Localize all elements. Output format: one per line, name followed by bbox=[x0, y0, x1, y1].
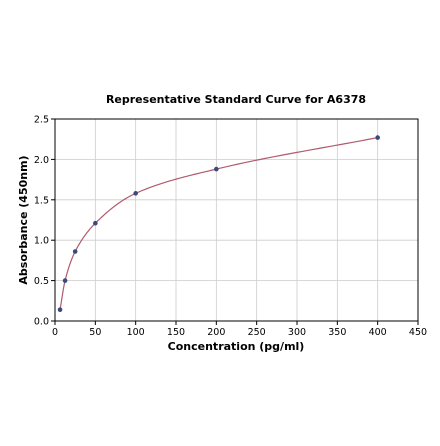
fit-curve bbox=[59, 136, 378, 310]
x-tick-label: 400 bbox=[369, 327, 387, 338]
y-tick-label: 1.5 bbox=[34, 195, 49, 206]
axes bbox=[51, 118, 419, 325]
x-tick-label: 450 bbox=[409, 327, 427, 338]
x-axis-label: Concentration (pg/ml) bbox=[168, 340, 305, 353]
grid bbox=[54, 118, 419, 322]
data-points bbox=[57, 135, 380, 312]
tick-labels: 0 50 100 150 200 250 300 350 400 450 0.0 0.5 1.0 1.5 2… bbox=[34, 115, 427, 339]
x-tick-label: 200 bbox=[207, 327, 225, 338]
y-tick-label: 0.0 bbox=[34, 317, 49, 328]
x-tick-label: 150 bbox=[167, 327, 185, 338]
chart-title: Representative Standard Curve for A6378 bbox=[106, 93, 366, 106]
y-axis-label: Absorbance (450nm) bbox=[17, 155, 30, 284]
data-point bbox=[57, 307, 63, 312]
x-tick-label: 250 bbox=[248, 327, 266, 338]
fit-curve-layer bbox=[59, 136, 378, 310]
x-tick-label: 0 bbox=[52, 327, 58, 338]
x-tick-label: 300 bbox=[288, 327, 306, 338]
plot-border bbox=[54, 118, 419, 322]
data-point bbox=[72, 249, 78, 254]
y-tick-label: 2.5 bbox=[34, 115, 49, 126]
y-tick-label: 1.0 bbox=[34, 236, 49, 247]
data-point bbox=[133, 191, 138, 196]
data-point bbox=[214, 166, 219, 172]
x-tick-label: 50 bbox=[89, 327, 101, 338]
x-tick-label: 350 bbox=[328, 327, 346, 338]
data-point bbox=[62, 278, 68, 283]
data-point bbox=[375, 135, 380, 140]
y-tick-label: 0.5 bbox=[34, 276, 49, 287]
x-tick-label: 100 bbox=[127, 327, 145, 338]
y-tick-label: 2.0 bbox=[34, 155, 49, 166]
data-point bbox=[93, 220, 98, 226]
